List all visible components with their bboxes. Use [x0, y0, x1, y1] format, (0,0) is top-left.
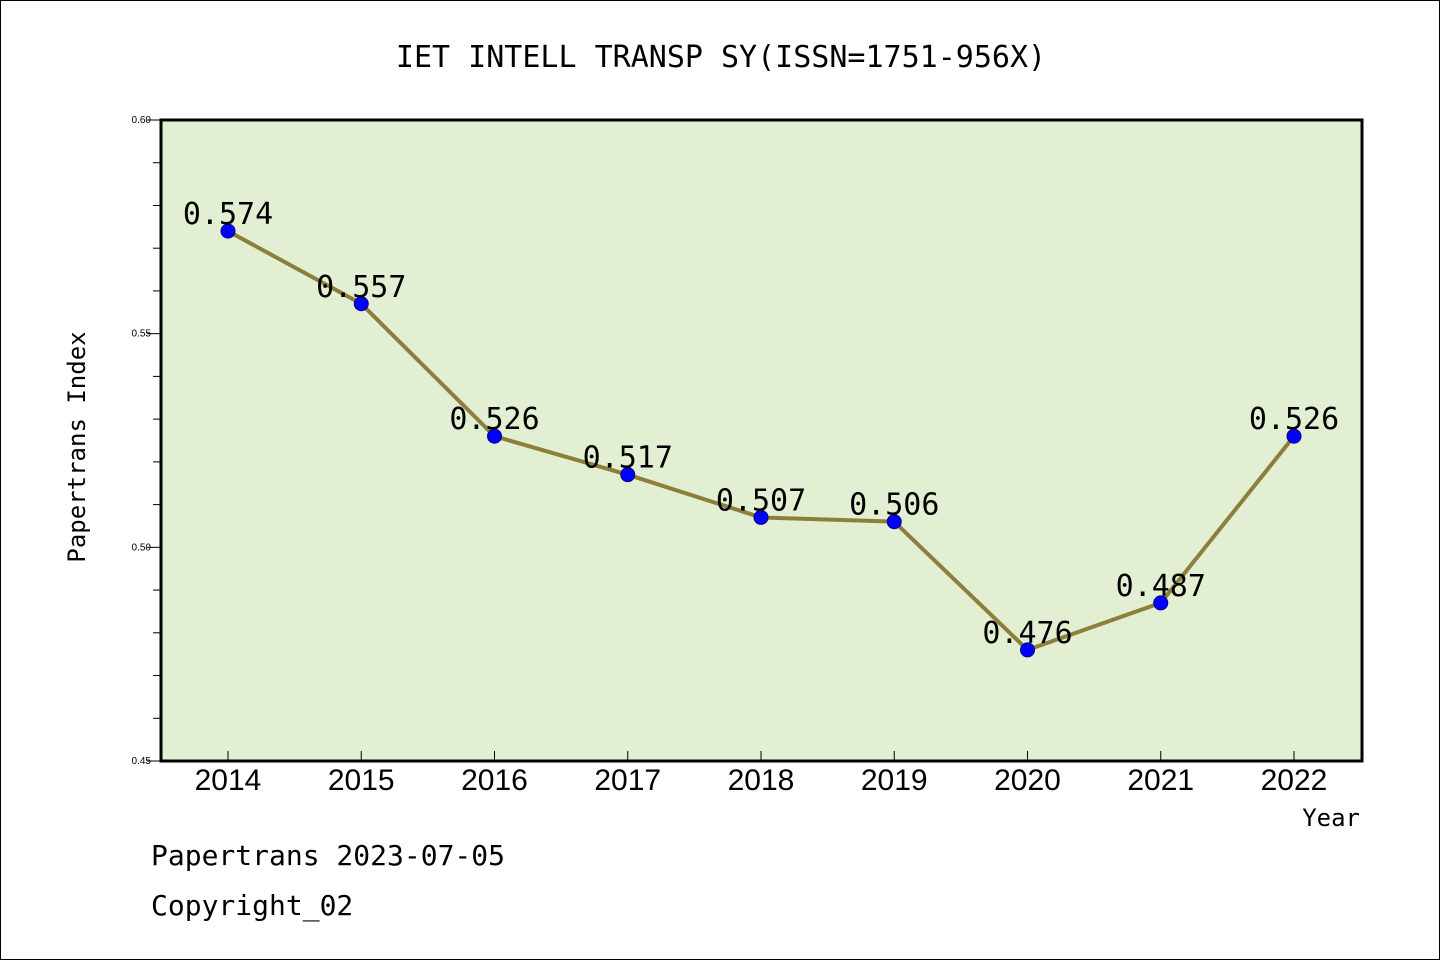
x-tick-label: 2014: [195, 764, 262, 797]
x-tick-label: 2016: [461, 764, 528, 797]
data-point: [220, 223, 236, 239]
y-tick-label: 0.55: [132, 329, 152, 340]
x-tick-label: 2019: [861, 764, 928, 797]
data-point: [353, 296, 369, 312]
x-tick-label: 2018: [728, 764, 795, 797]
data-label: 0.487: [1116, 569, 1206, 604]
x-tick-label: 2020: [994, 764, 1061, 797]
y-axis-label: Papertrans Index: [63, 331, 91, 562]
data-label: 0.476: [982, 616, 1072, 651]
data-label: 0.526: [449, 402, 539, 437]
data-point: [620, 467, 636, 483]
data-label: 0.557: [316, 270, 406, 305]
data-point: [1020, 642, 1035, 658]
data-label: 0.507: [716, 483, 806, 518]
x-tick-label: 2017: [594, 764, 661, 797]
data-label: 0.526: [1249, 402, 1339, 437]
footer-date: Papertrans 2023-07-05: [151, 839, 505, 872]
series-group: 0.574 0.557 0.526 0.517 0.507 0.506 0.476 0.487…: [183, 197, 1339, 658]
x-tick-label: 2022: [1261, 764, 1328, 797]
data-point: [487, 428, 502, 444]
footer-copyright: Copyright_02: [151, 889, 353, 923]
y-tick-label: 0.50: [132, 542, 152, 553]
data-label: 0.574: [183, 197, 273, 232]
data-label: 0.506: [849, 488, 939, 523]
x-axis: 2014 2015 2016 2017 2018 2019 2020 2021 2022: [195, 751, 1328, 797]
chart-title: IET INTELL TRANSP SY(ISSN=1751-956X): [396, 40, 1046, 75]
y-tick-label: 0.60: [132, 115, 152, 126]
data-point: [1286, 428, 1302, 444]
data-point: [1153, 595, 1169, 611]
x-tick-label: 2021: [1127, 764, 1194, 797]
data-point: [753, 509, 769, 525]
y-axis: 0.45 0.50 0.55 0.60: [132, 115, 161, 767]
x-axis-label: Year: [1302, 804, 1360, 832]
y-tick-label: 0.45: [132, 756, 152, 767]
data-point: [886, 514, 902, 530]
x-tick-label: 2015: [328, 764, 395, 797]
data-label: 0.517: [583, 441, 673, 476]
plot-area: [159, 118, 1364, 763]
